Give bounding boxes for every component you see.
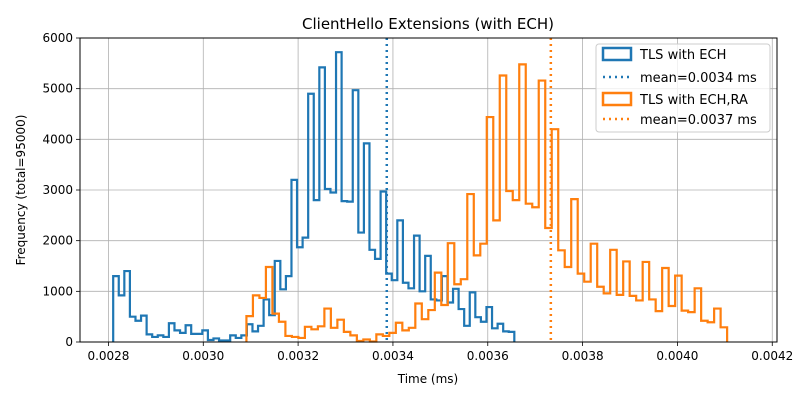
histogram-step-ech-ra <box>245 63 729 343</box>
y-tick-label: 0 <box>65 335 73 349</box>
legend: TLS with ECH mean=0.0034 ms TLS with ECH… <box>595 43 771 133</box>
x-tick-label: 0.0034 <box>372 349 414 363</box>
legend-swatch-ech-ra <box>601 91 633 107</box>
legend-swatch-ech <box>601 46 633 62</box>
y-tick-label: 2000 <box>42 234 73 248</box>
x-tick-label: 0.0030 <box>182 349 224 363</box>
y-tick-label: 4000 <box>42 132 73 146</box>
x-tick-label: 0.0042 <box>751 349 793 363</box>
legend-label-ech: TLS with ECH <box>639 48 726 63</box>
y-tick-label: 6000 <box>42 31 73 45</box>
x-tick-label: 0.0040 <box>656 349 698 363</box>
y-tick-label: 1000 <box>42 284 73 298</box>
x-tick-label: 0.0028 <box>87 349 129 363</box>
legend-label-mean-ech-ra: mean=0.0037 ms <box>640 113 757 128</box>
histogram-series <box>112 51 729 343</box>
y-axis-ticks: 0 1000 2000 3000 4000 5000 6000 <box>42 31 80 349</box>
legend-box <box>595 43 771 133</box>
legend-label-mean-ech: mean=0.0034 ms <box>640 71 757 86</box>
y-tick-label: 5000 <box>42 82 73 96</box>
legend-label-ech-ra: TLS with ECH,RA <box>639 93 748 108</box>
chart-title: ClientHello Extensions (with ECH) <box>302 15 554 33</box>
x-axis-ticks: 0.0028 0.0030 0.0032 0.0034 0.0036 0.0038 0.00… <box>87 342 793 363</box>
x-tick-label: 0.0038 <box>562 349 604 363</box>
mean-lines <box>385 38 553 342</box>
x-tick-label: 0.0032 <box>277 349 319 363</box>
x-tick-label: 0.0036 <box>467 349 509 363</box>
y-tick-label: 3000 <box>42 183 73 197</box>
x-axis-label: Time (ms) <box>397 372 459 386</box>
y-axis-label: Frequency (total=95000) <box>14 115 28 266</box>
